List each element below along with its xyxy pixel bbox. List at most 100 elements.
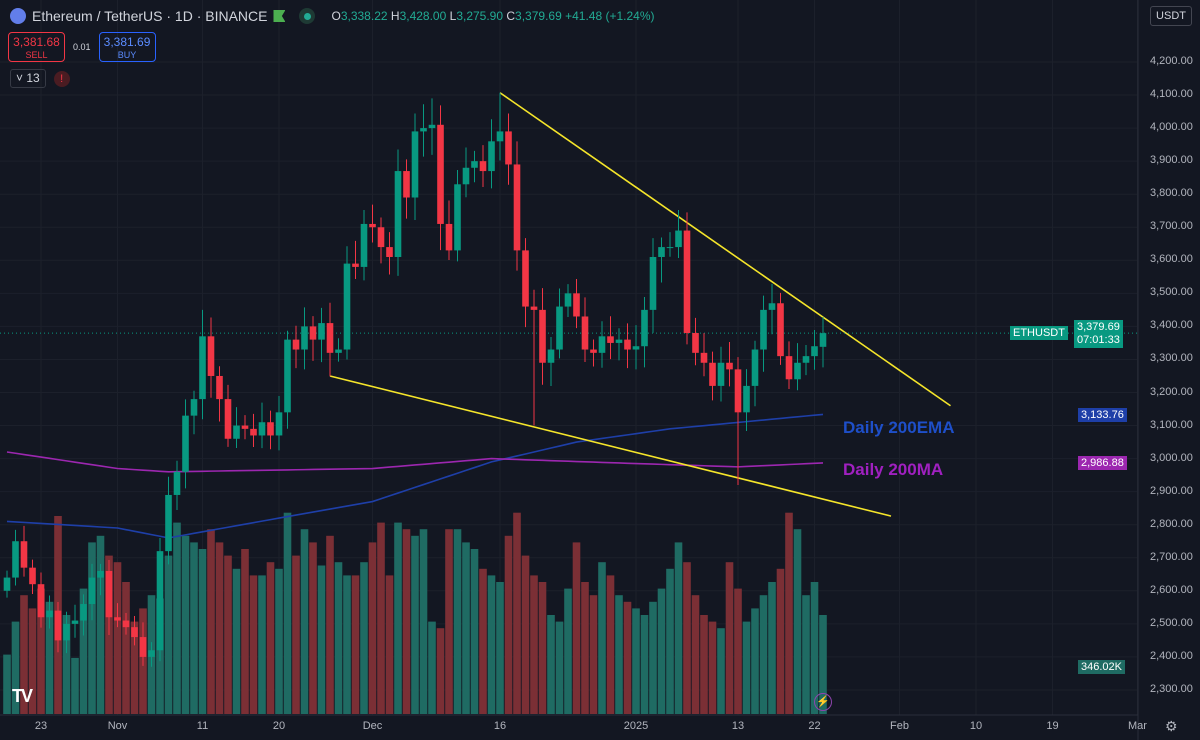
candle-body (335, 349, 342, 353)
candle-body (556, 306, 563, 350)
volume-bar (351, 575, 360, 714)
candle-body (403, 171, 410, 198)
candle-body (683, 230, 691, 334)
time-tick-label: Nov (107, 720, 128, 732)
candle-body (428, 124, 436, 129)
candle-body (666, 247, 674, 249)
ethereum-logo-icon (10, 8, 26, 24)
time-tick-label: 16 (493, 720, 507, 732)
indicators-toggle-button[interactable]: ˅ 13 (10, 69, 46, 88)
volume-bar (470, 549, 479, 714)
candle-body (97, 570, 104, 578)
candle-body (369, 223, 376, 228)
ohlc-values: O3,338.22 H3,428.00 L3,275.90 C3,379.69 … (331, 9, 655, 23)
volume-bar (368, 542, 377, 714)
volume-bar (88, 542, 96, 714)
price-tick-label: 3,100.00 (1150, 418, 1193, 431)
price-tick-label: 3,200.00 (1150, 385, 1193, 398)
candle-body (275, 412, 283, 436)
candle-body (360, 223, 368, 267)
volume-bar (130, 621, 139, 714)
symbol-header: Ethereum / TetherUS · 1D · BINANCE O3,33… (10, 8, 655, 24)
volume-bar (385, 575, 394, 714)
candle-body (46, 610, 53, 618)
volume-bar (462, 542, 470, 714)
candle-body (233, 425, 240, 439)
volume-bar (71, 657, 79, 714)
candle-body (743, 385, 750, 413)
volume-bar (785, 512, 793, 714)
candle-body (751, 349, 759, 386)
candle-body (802, 356, 810, 363)
candle-body (513, 164, 521, 251)
volume-bar (232, 568, 241, 714)
candle-body (148, 650, 155, 657)
volume-bar (802, 595, 810, 714)
price-tick-label: 2,700.00 (1150, 550, 1193, 563)
price-tick-label: 2,600.00 (1150, 583, 1193, 596)
time-tick-label: 10 (969, 720, 983, 732)
upper-trendline (499, 92, 951, 407)
volume-bar (742, 621, 751, 714)
candle-body (675, 230, 682, 248)
volume-bar (734, 588, 742, 714)
volume-bar (20, 595, 28, 714)
price-tick-label: 3,600.00 (1150, 253, 1193, 266)
volume-bar (759, 595, 768, 714)
tradingview-logo[interactable]: TV (12, 686, 33, 706)
currency-selector[interactable]: USDT (1150, 6, 1192, 26)
volume-bar (751, 608, 759, 714)
volume-bar (309, 542, 317, 714)
candle-body (12, 541, 19, 578)
lower-trendline (329, 375, 892, 517)
candle-body (496, 131, 504, 142)
candle-body (420, 128, 427, 132)
candle-body (165, 494, 172, 552)
candle-body (258, 422, 266, 436)
lightning-icon[interactable]: ⚡ (814, 693, 832, 711)
time-tick-label: 2025 (623, 720, 649, 732)
candle-body (190, 399, 198, 416)
time-tick-label: 20 (272, 720, 286, 732)
volume-bar (292, 555, 300, 714)
candle-body (37, 584, 45, 618)
candle-body (658, 247, 665, 257)
volume-bar (402, 529, 411, 714)
trade-panel: 3,381.68 SELL 0.01 3,381.69 BUY (8, 32, 156, 62)
candle-body (139, 637, 147, 657)
price-tick-label: 2,300.00 (1150, 682, 1193, 695)
volume-bar (479, 568, 487, 714)
volume-bar (564, 588, 572, 714)
price-tick-label: 3,400.00 (1150, 319, 1193, 332)
volume-bar (555, 621, 564, 714)
flag-icon[interactable] (273, 10, 286, 22)
volume-bar (62, 615, 71, 714)
symbol-tag: ETHUSDT (1010, 326, 1068, 340)
price-tick-label: 3,800.00 (1150, 187, 1193, 200)
candle-body (624, 339, 631, 350)
candle-body (250, 428, 257, 436)
candle-body (386, 247, 393, 257)
candle-body (530, 306, 538, 310)
volume-bar (28, 608, 37, 714)
settings-gear-icon[interactable]: ⚙ (1165, 718, 1178, 734)
ema200-line (6, 413, 824, 539)
time-tick-label: 19 (1046, 720, 1059, 732)
candle-body (811, 346, 818, 357)
volume-bar (513, 512, 521, 714)
volume-bar (45, 601, 54, 714)
volume-bar (343, 575, 351, 714)
buy-button[interactable]: 3,381.69 BUY (98, 32, 156, 62)
candle-body (794, 362, 801, 380)
sell-button[interactable]: 3,381.68 SELL (8, 32, 65, 62)
ema-annotation: Daily 200EMA (843, 418, 955, 437)
volume-bar (453, 529, 462, 714)
candle-body (819, 333, 827, 347)
warning-icon[interactable]: ! (53, 70, 70, 87)
candle-body (284, 339, 291, 413)
volume-bar (207, 529, 215, 714)
price-tick-label: 2,400.00 (1150, 649, 1193, 662)
candle-body (505, 131, 512, 165)
symbol-title[interactable]: Ethereum / TetherUS · 1D · BINANCE (32, 8, 268, 24)
